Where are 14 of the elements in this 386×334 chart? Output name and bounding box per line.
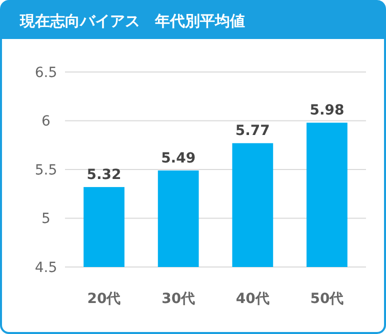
x-tick-label: 30代: [162, 290, 196, 307]
x-tick-label: 20代: [87, 290, 121, 307]
y-tick-label: 5.5: [34, 162, 58, 178]
y-tick-label: 6.5: [34, 64, 58, 81]
y-tick-label: 6: [42, 114, 51, 130]
y-tick-label: 4.5: [34, 260, 58, 276]
data-label: 5.32: [86, 167, 122, 184]
x-tick-label: 50代: [310, 290, 344, 307]
data-label: 5.77: [235, 123, 270, 140]
data-label: 5.49: [161, 150, 196, 166]
y-tick-label: 5: [42, 211, 50, 228]
data-label: 5.98: [310, 102, 344, 119]
chart-title: 現在志向バイアス 年代別平均値: [19, 12, 245, 30]
x-tick-label: 40代: [236, 290, 270, 307]
